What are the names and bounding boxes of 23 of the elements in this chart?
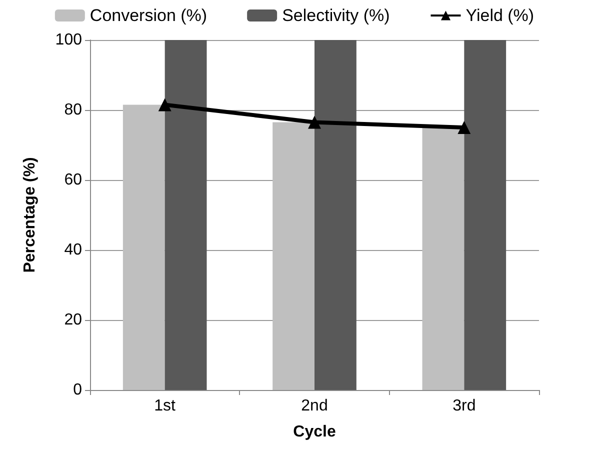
x-tick-label: 3rd <box>452 398 476 414</box>
x-axis-title: Cycle <box>293 424 336 440</box>
y-tick-label: 40 <box>64 242 82 258</box>
point <box>308 116 321 129</box>
point <box>458 121 471 134</box>
y-tick-label: 20 <box>64 312 82 328</box>
legend-label: Conversion (%) <box>90 6 208 25</box>
bar <box>314 40 356 390</box>
legend-label: Selectivity (%) <box>282 6 390 25</box>
bar <box>122 104 165 390</box>
bar <box>464 40 506 390</box>
legend-label: Yield (%) <box>466 6 534 25</box>
y-axis-title: Percentage (%) <box>22 157 38 273</box>
x-tick-label: 1st <box>154 398 176 414</box>
y-tick-label: 100 <box>55 32 82 48</box>
y-tick-label: 80 <box>64 102 82 118</box>
bar <box>272 122 314 390</box>
y-tick-label: 60 <box>64 172 82 188</box>
bar <box>164 40 207 390</box>
bar <box>422 128 464 390</box>
x-tick-label: 2nd <box>301 398 328 414</box>
y-tick-label: 0 <box>73 382 82 398</box>
point <box>158 98 172 112</box>
